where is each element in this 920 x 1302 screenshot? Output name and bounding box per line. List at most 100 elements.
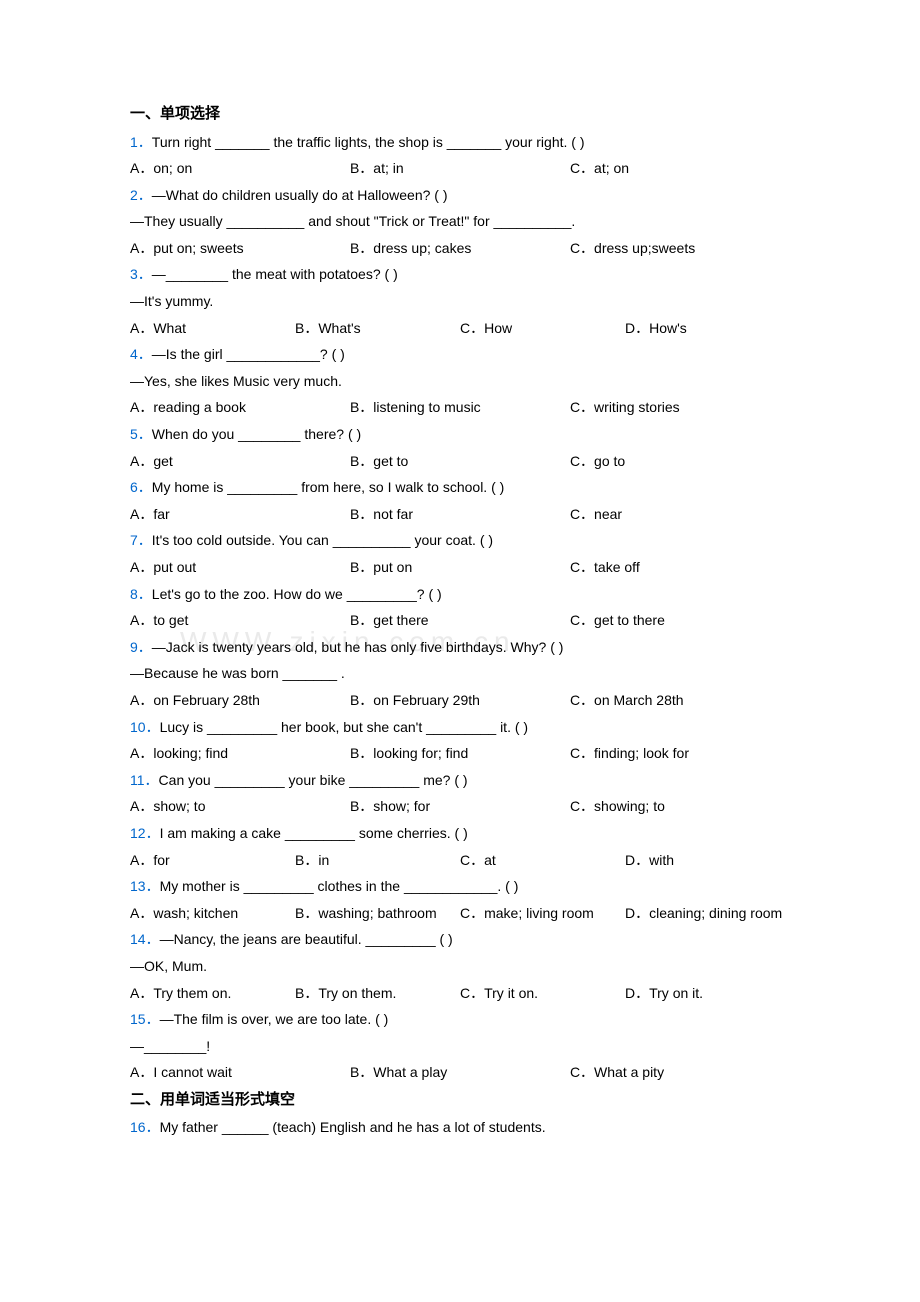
q9-text: —Jack is twenty years old, but he has on… bbox=[152, 639, 564, 655]
question-5: 5．When do you ________ there? ( ) bbox=[130, 421, 790, 448]
q9-cont: —Because he was born _______ . bbox=[130, 660, 790, 687]
q16-num: 16． bbox=[130, 1119, 160, 1135]
q1-num: 1． bbox=[130, 134, 152, 150]
question-11: 11．Can you _________ your bike _________… bbox=[130, 767, 790, 794]
question-6: 6．My home is _________ from here, so I w… bbox=[130, 474, 790, 501]
q9-opt-c: C．on March 28th bbox=[570, 687, 790, 714]
q3-opt-b: B．What's bbox=[295, 315, 460, 342]
q4-options: A．reading a book B．listening to music C．… bbox=[130, 394, 790, 421]
question-13: 13．My mother is _________ clothes in the… bbox=[130, 873, 790, 900]
q2-opt-b: B．dress up; cakes bbox=[350, 235, 570, 262]
q11-opt-c: C．showing; to bbox=[570, 793, 790, 820]
q15-opt-b: B．What a play bbox=[350, 1059, 570, 1086]
q12-opt-c: C．at bbox=[460, 847, 625, 874]
q4-cont: —Yes, she likes Music very much. bbox=[130, 368, 790, 395]
question-1: 1．Turn right _______ the traffic lights,… bbox=[130, 129, 790, 156]
q7-opt-b: B．put on bbox=[350, 554, 570, 581]
q13-opt-a: A．wash; kitchen bbox=[130, 900, 295, 927]
q12-options: A．for B．in C．at D．with bbox=[130, 847, 790, 874]
q5-num: 5． bbox=[130, 426, 152, 442]
q11-text: Can you _________ your bike _________ me… bbox=[159, 772, 468, 788]
q6-opt-b: B．not far bbox=[350, 501, 570, 528]
q9-options: A．on February 28th B．on February 29th C．… bbox=[130, 687, 790, 714]
q12-opt-b: B．in bbox=[295, 847, 460, 874]
question-4: 4．—Is the girl ____________? ( ) bbox=[130, 341, 790, 368]
question-15: 15．—The film is over, we are too late. (… bbox=[130, 1006, 790, 1033]
q4-text: —Is the girl ____________? ( ) bbox=[152, 346, 345, 362]
q9-opt-a: A．on February 28th bbox=[130, 687, 350, 714]
question-2: 2．—What do children usually do at Hallow… bbox=[130, 182, 790, 209]
q14-opt-b: B．Try on them. bbox=[295, 980, 460, 1007]
q13-text: My mother is _________ clothes in the __… bbox=[160, 878, 519, 894]
q16-text: My father ______ (teach) English and he … bbox=[160, 1119, 546, 1135]
q3-opt-a: A．What bbox=[130, 315, 295, 342]
q7-num: 7． bbox=[130, 532, 152, 548]
q2-opt-c: C．dress up;sweets bbox=[570, 235, 790, 262]
q5-opt-a: A．get bbox=[130, 448, 350, 475]
section-1-heading: 一、单项选择 bbox=[130, 100, 790, 129]
q4-opt-c: C．writing stories bbox=[570, 394, 790, 421]
q4-num: 4． bbox=[130, 346, 152, 362]
q3-options: A．What B．What's C．How D．How's bbox=[130, 315, 790, 342]
q8-opt-c: C．get to there bbox=[570, 607, 790, 634]
question-9: 9．—Jack is twenty years old, but he has … bbox=[130, 634, 790, 661]
q10-opt-a: A．looking; find bbox=[130, 740, 350, 767]
q11-opt-a: A．show; to bbox=[130, 793, 350, 820]
page-content: 一、单项选择 1．Turn right _______ the traffic … bbox=[130, 100, 790, 1141]
q2-text: —What do children usually do at Hallowee… bbox=[152, 187, 448, 203]
section-2-heading: 二、用单词适当形式填空 bbox=[130, 1086, 790, 1115]
q2-options: A．put on; sweets B．dress up; cakes C．dre… bbox=[130, 235, 790, 262]
q4-opt-b: B．listening to music bbox=[350, 394, 570, 421]
q14-num: 14． bbox=[130, 931, 160, 947]
q2-opt-a: A．put on; sweets bbox=[130, 235, 350, 262]
q10-opt-b: B．looking for; find bbox=[350, 740, 570, 767]
q1-opt-b: B．at; in bbox=[350, 155, 570, 182]
q8-opt-a: A．to get bbox=[130, 607, 350, 634]
q5-text: When do you ________ there? ( ) bbox=[152, 426, 361, 442]
q1-text: Turn right _______ the traffic lights, t… bbox=[152, 134, 585, 150]
q8-opt-b: B．get there bbox=[350, 607, 570, 634]
q1-opt-a: A．on; on bbox=[130, 155, 350, 182]
q9-num: 9． bbox=[130, 639, 152, 655]
q8-options: A．to get B．get there C．get to there bbox=[130, 607, 790, 634]
q11-num: 11． bbox=[130, 772, 159, 788]
q3-text: —________ the meat with potatoes? ( ) bbox=[152, 266, 398, 282]
q15-opt-c: C．What a pity bbox=[570, 1059, 790, 1086]
q2-cont: —They usually __________ and shout "Tric… bbox=[130, 208, 790, 235]
q8-text: Let's go to the zoo. How do we _________… bbox=[152, 586, 442, 602]
q14-opt-a: A．Try them on. bbox=[130, 980, 295, 1007]
q13-num: 13． bbox=[130, 878, 160, 894]
q4-opt-a: A．reading a book bbox=[130, 394, 350, 421]
q12-num: 12． bbox=[130, 825, 160, 841]
q5-opt-b: B．get to bbox=[350, 448, 570, 475]
q5-opt-c: C．go to bbox=[570, 448, 790, 475]
q14-cont: —OK, Mum. bbox=[130, 953, 790, 980]
q6-opt-a: A．far bbox=[130, 501, 350, 528]
question-16: 16．My father ______ (teach) English and … bbox=[130, 1114, 790, 1141]
question-12: 12．I am making a cake _________ some che… bbox=[130, 820, 790, 847]
q10-opt-c: C．finding; look for bbox=[570, 740, 790, 767]
q7-text: It's too cold outside. You can _________… bbox=[152, 532, 493, 548]
q3-opt-d: D．How's bbox=[625, 315, 790, 342]
q14-opt-c: C．Try it on. bbox=[460, 980, 625, 1007]
q6-text: My home is _________ from here, so I wal… bbox=[152, 479, 505, 495]
question-3: 3．—________ the meat with potatoes? ( ) bbox=[130, 261, 790, 288]
q6-opt-c: C．near bbox=[570, 501, 790, 528]
q1-opt-c: C．at; on bbox=[570, 155, 790, 182]
q6-options: A．far B．not far C．near bbox=[130, 501, 790, 528]
q11-opt-b: B．show; for bbox=[350, 793, 570, 820]
q10-num: 10． bbox=[130, 719, 160, 735]
q3-num: 3． bbox=[130, 266, 152, 282]
q14-opt-d: D．Try on it. bbox=[625, 980, 790, 1007]
q2-num: 2． bbox=[130, 187, 152, 203]
q12-opt-d: D．with bbox=[625, 847, 790, 874]
q10-options: A．looking; find B．looking for; find C．fi… bbox=[130, 740, 790, 767]
q13-options: A．wash; kitchen B．washing; bathroom C．ma… bbox=[130, 900, 790, 927]
q7-options: A．put out B．put on C．take off bbox=[130, 554, 790, 581]
q7-opt-a: A．put out bbox=[130, 554, 350, 581]
q13-opt-d: D．cleaning; dining room bbox=[625, 900, 790, 927]
q6-num: 6． bbox=[130, 479, 152, 495]
q14-options: A．Try them on. B．Try on them. C．Try it o… bbox=[130, 980, 790, 1007]
q15-options: A．I cannot wait B．What a play C．What a p… bbox=[130, 1059, 790, 1086]
q15-cont: —________! bbox=[130, 1033, 790, 1060]
